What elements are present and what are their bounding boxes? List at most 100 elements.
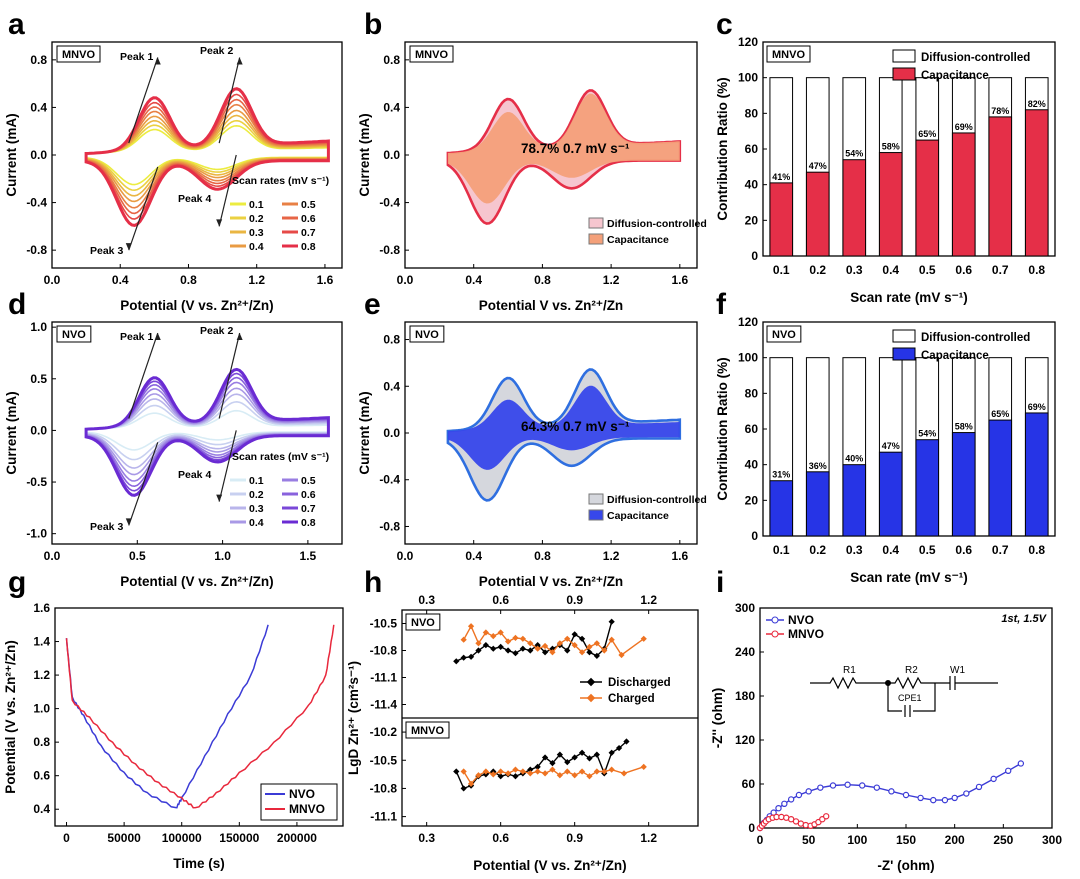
eis-point <box>888 788 895 795</box>
y-tick-label: -0.8 <box>379 519 400 533</box>
peak-arrowhead <box>154 57 161 65</box>
eis-point <box>930 796 937 804</box>
x-tick-label: 0.1 <box>773 263 790 277</box>
gitt-point <box>564 768 571 775</box>
sample-tag-box <box>409 45 454 63</box>
panel-label: d <box>8 288 26 321</box>
sample-tag-box <box>405 613 441 631</box>
legend-diffusion: Diffusion-controlled <box>607 218 707 230</box>
eis-point <box>787 796 795 803</box>
panel-label: i <box>716 566 724 599</box>
y-tick-label: 0 <box>751 529 758 543</box>
legend-rate: 0.8 <box>301 517 316 529</box>
x-tick-label: 1.6 <box>317 273 334 287</box>
peak-arrow <box>128 332 159 419</box>
gitt-point <box>571 631 578 638</box>
gitt-point <box>640 763 647 770</box>
legend-rate: 0.5 <box>301 199 316 211</box>
gitt-point <box>549 766 556 773</box>
x-tick-label: 250 <box>993 833 1013 847</box>
panel-label: a <box>8 8 25 41</box>
y-tick-label: 0.5 <box>30 372 47 386</box>
gitt-point <box>549 759 556 767</box>
x-tick-label: 1.5 <box>300 549 317 563</box>
sample-tag-box <box>766 325 802 343</box>
legend-rate: 0.2 <box>249 489 264 501</box>
bar-capacitance <box>915 439 940 537</box>
x-axis-label: Potential V vs. Zn²⁺/Zn <box>479 298 623 313</box>
x-tick-label: 1.2 <box>640 831 657 845</box>
peak-label: Peak 4 <box>178 469 211 481</box>
gitt-point <box>601 768 608 775</box>
x-tick-label: 0.8 <box>1028 543 1045 557</box>
x-tick-label: 0.5 <box>919 543 936 557</box>
panel-label: f <box>716 288 727 321</box>
legend-swatch-capacitance <box>892 347 916 361</box>
y-tick-label: -10.8 <box>370 644 398 658</box>
x-tick-label: 0.4 <box>882 263 899 277</box>
legend-rate: 0.1 <box>249 475 264 487</box>
gitt-point <box>497 643 504 651</box>
legend-rate: 0.4 <box>249 241 264 253</box>
y-tick-label: 120 <box>738 35 758 49</box>
x-tick-label: 150 <box>896 833 916 847</box>
sample-tag: MNVO <box>766 45 811 63</box>
gitt-point <box>618 651 625 659</box>
gcd-curve-MNVO <box>65 624 335 809</box>
gitt-point <box>564 635 571 642</box>
x-tick-label: 0.4 <box>882 543 899 557</box>
y-tick-label: 0.4 <box>383 379 400 393</box>
sample-tag: MNVO <box>405 721 450 739</box>
gitt-point <box>608 618 615 625</box>
y-axis-label: Contribution Ratio (%) <box>715 77 730 220</box>
gitt-point <box>475 647 482 654</box>
bar-capacitance <box>951 432 976 537</box>
legend-title: Scan rates (mV s⁻¹) <box>232 451 329 463</box>
y-tick-label: 180 <box>735 689 755 703</box>
y-tick-label: -1.0 <box>26 527 47 541</box>
eis-point <box>990 775 997 783</box>
legend-rate: 0.4 <box>249 517 264 529</box>
eis-point <box>775 805 782 812</box>
x-tick-label: 0.7 <box>992 263 1009 277</box>
contribution-annotation: 64.3% 0.7 mV s⁻¹ <box>521 419 630 434</box>
gitt-point <box>534 768 541 775</box>
top-x-tick-label: 0.9 <box>566 593 583 607</box>
peak-arrow <box>128 166 159 251</box>
gitt-point <box>556 640 563 647</box>
sample-tag-text: MNVO <box>415 49 448 61</box>
y-tick-label: -10.5 <box>370 753 398 767</box>
eis-point <box>941 796 949 804</box>
gitt-point <box>615 744 623 752</box>
y-tick-label: 100 <box>738 351 758 365</box>
gitt-point <box>578 749 586 756</box>
legend-label: MNVO <box>788 627 824 641</box>
y-tick-label: 0.4 <box>30 100 47 114</box>
circuit-label-w1: W1 <box>950 665 965 676</box>
y-tick-label: -0.4 <box>379 473 400 487</box>
y-tick-label: 0.6 <box>33 769 50 783</box>
bar-value-label: 82% <box>1028 99 1046 109</box>
sample-tag-box <box>56 45 101 63</box>
y-tick-label: 0.0 <box>383 426 400 440</box>
gitt-point <box>556 772 563 779</box>
sample-tag-box <box>409 325 445 343</box>
eis-point <box>859 782 866 789</box>
x-tick-label: 0.6 <box>955 543 972 557</box>
y-tick-label: 0.0 <box>30 423 47 437</box>
x-tick-label: 0.3 <box>846 543 863 557</box>
legend-swatch-diffusion <box>892 329 916 343</box>
panel-note: 1st, 1.5V <box>1001 613 1047 625</box>
gitt-point <box>578 635 586 642</box>
gitt-point <box>512 766 519 773</box>
y-tick-label: -0.8 <box>379 243 400 257</box>
legend-swatch-capacitance <box>588 509 604 521</box>
legend-rate: 0.2 <box>249 213 264 225</box>
gitt-point <box>460 654 467 661</box>
y-tick-label: -10.5 <box>370 617 398 631</box>
legend-swatch-diffusion <box>892 49 916 63</box>
gitt-point <box>534 763 541 770</box>
eis-point <box>917 794 924 802</box>
x-tick-label: 0.5 <box>919 263 936 277</box>
y-tick-label: 1.4 <box>33 635 50 649</box>
